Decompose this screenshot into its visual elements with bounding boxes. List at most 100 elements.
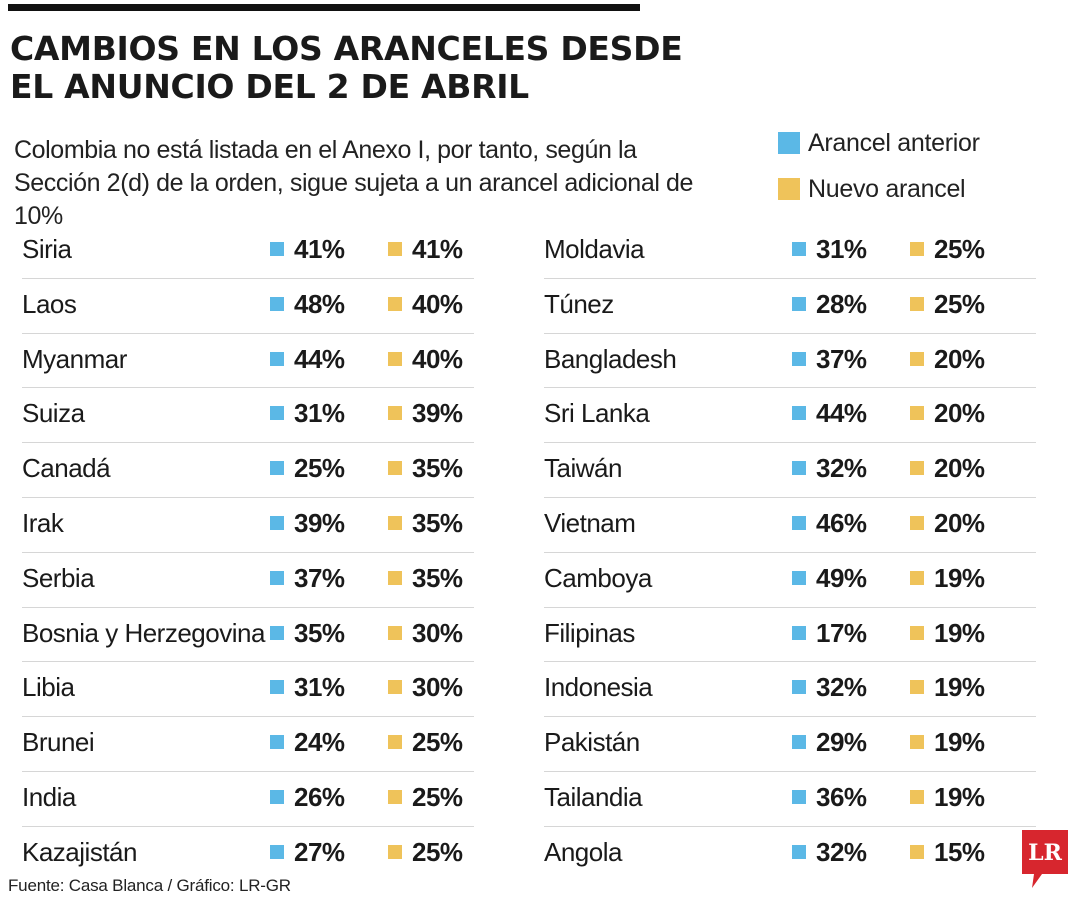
- previous-tariff: 29%: [792, 725, 867, 759]
- previous-swatch: [270, 461, 284, 476]
- table-row: Indonesia 32% 19%: [544, 662, 1036, 718]
- new-tariff-value: 19%: [934, 727, 985, 758]
- new-swatch: [388, 570, 402, 585]
- previous-tariff-value: 26%: [294, 781, 345, 812]
- new-swatch: [910, 680, 924, 695]
- country-name: Libia: [22, 672, 75, 703]
- table-row: Pakistán 29% 19%: [544, 717, 1036, 772]
- new-tariff-value: 15%: [934, 836, 985, 867]
- previous-tariff: 31%: [270, 396, 345, 430]
- previous-tariff-value: 39%: [294, 507, 345, 538]
- new-tariff-value: 40%: [412, 343, 463, 374]
- previous-tariff: 44%: [270, 342, 345, 376]
- new-tariff: 19%: [910, 725, 985, 759]
- previous-tariff-value: 37%: [816, 343, 867, 374]
- table-row: Bosnia y Herzegovina 35% 30%: [22, 608, 474, 663]
- new-swatch: [910, 351, 924, 366]
- country-name: Vietnam: [544, 507, 636, 538]
- legend-swatch-previous: [778, 132, 800, 154]
- page-subtitle: Colombia no está listada en el Anexo I, …: [14, 136, 694, 230]
- previous-tariff: 46%: [792, 506, 867, 540]
- previous-tariff-value: 44%: [294, 343, 345, 374]
- previous-swatch: [270, 789, 284, 804]
- table-row: Camboya 49% 19%: [544, 553, 1036, 608]
- new-tariff: 25%: [910, 287, 985, 321]
- new-tariff-value: 19%: [934, 781, 985, 812]
- legend-label-previous: Arancel anterior: [808, 128, 980, 157]
- previous-tariff: 27%: [270, 835, 345, 869]
- previous-tariff: 32%: [792, 451, 867, 485]
- previous-tariff: 31%: [792, 232, 867, 266]
- previous-swatch: [270, 242, 284, 256]
- previous-swatch: [792, 351, 806, 366]
- country-name: Angola: [544, 836, 622, 867]
- country-name: Sri Lanka: [544, 398, 650, 429]
- new-tariff: 15%: [910, 835, 985, 869]
- new-tariff-value: 35%: [412, 562, 463, 593]
- previous-tariff-value: 44%: [816, 398, 867, 429]
- previous-swatch: [270, 296, 284, 311]
- table-row: Túnez 28% 25%: [544, 279, 1036, 334]
- new-tariff-value: 20%: [934, 343, 985, 374]
- new-tariff-value: 25%: [412, 727, 463, 758]
- new-tariff: 20%: [910, 451, 985, 485]
- previous-tariff-value: 41%: [294, 234, 345, 264]
- new-tariff: 25%: [388, 835, 463, 869]
- previous-tariff: 44%: [792, 396, 867, 430]
- previous-swatch: [792, 570, 806, 585]
- table-row: Serbia 37% 35%: [22, 553, 474, 608]
- previous-tariff: 49%: [792, 561, 867, 595]
- source-note: Fuente: Casa Blanca / Gráfico: LR-GR: [8, 876, 291, 895]
- new-swatch: [910, 735, 924, 750]
- legend-swatch-new: [778, 178, 800, 200]
- new-swatch: [388, 296, 402, 311]
- previous-swatch: [270, 515, 284, 530]
- new-tariff: 35%: [388, 561, 463, 595]
- previous-tariff-value: 31%: [294, 398, 345, 429]
- table-row: Filipinas 17% 19%: [544, 608, 1036, 663]
- new-tariff: 25%: [910, 232, 985, 266]
- previous-tariff: 41%: [270, 232, 345, 266]
- new-tariff-value: 19%: [934, 562, 985, 593]
- previous-tariff: 28%: [792, 287, 867, 321]
- previous-swatch: [270, 406, 284, 421]
- new-swatch: [388, 680, 402, 695]
- new-tariff: 39%: [388, 396, 463, 430]
- previous-swatch: [792, 242, 806, 256]
- new-tariff: 40%: [388, 287, 463, 321]
- previous-swatch: [270, 680, 284, 695]
- new-tariff-value: 25%: [934, 234, 985, 264]
- previous-tariff: 35%: [270, 616, 345, 650]
- table-row: Moldavia 31% 25%: [544, 224, 1036, 279]
- table-row: Kazajistán 27% 25%: [22, 827, 474, 881]
- new-tariff-value: 20%: [934, 507, 985, 538]
- table-row: India 26% 25%: [22, 772, 474, 827]
- new-swatch: [910, 789, 924, 804]
- previous-tariff: 32%: [792, 670, 867, 704]
- new-tariff-value: 19%: [934, 617, 985, 648]
- page-title: CAMBIOS EN LOS ARANCELES DESDE EL ANUNCI…: [10, 29, 683, 106]
- previous-tariff: 36%: [792, 780, 867, 814]
- previous-swatch: [792, 789, 806, 804]
- tariff-table-right: Moldavia 31% 25% Túnez 28% 25% Bangladesh 37% 20…: [544, 224, 1036, 881]
- country-name: Filipinas: [544, 617, 635, 648]
- previous-swatch: [270, 570, 284, 585]
- new-tariff-value: 41%: [412, 234, 463, 264]
- table-row: Taiwán 32% 20%: [544, 443, 1036, 498]
- new-tariff: 20%: [910, 342, 985, 376]
- lr-logo-shape: [1022, 830, 1068, 888]
- country-name: Camboya: [544, 562, 652, 593]
- table-row: Angola 32% 15%: [544, 827, 1036, 881]
- new-tariff-value: 40%: [412, 288, 463, 319]
- previous-tariff-value: 24%: [294, 727, 345, 758]
- previous-tariff: 32%: [792, 835, 867, 869]
- new-tariff: 40%: [388, 342, 463, 376]
- new-swatch: [910, 844, 924, 859]
- tariff-table-left: Siria 41% 41% Laos 48% 40% Myanmar 44% 40% Suiza 3…: [22, 224, 474, 881]
- legend-item-previous: Arancel anterior: [778, 120, 980, 166]
- country-name: Siria: [22, 234, 72, 264]
- new-tariff: 19%: [910, 780, 985, 814]
- new-tariff: 19%: [910, 561, 985, 595]
- lr-logo-text: LR: [1028, 840, 1062, 866]
- new-tariff: 20%: [910, 506, 985, 540]
